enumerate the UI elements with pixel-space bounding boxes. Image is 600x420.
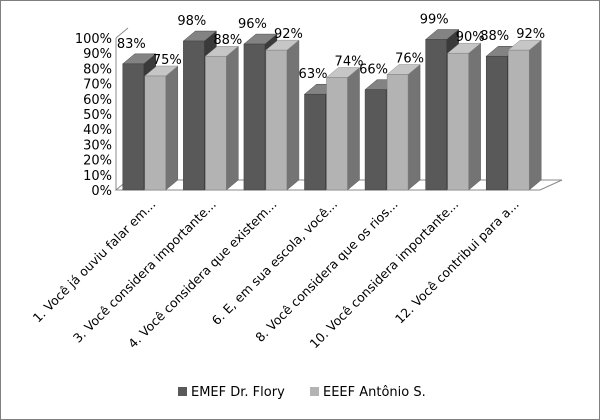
- legend-swatch: [178, 387, 187, 396]
- x-category-label: 1. Você já ouviu falar em...: [30, 197, 159, 326]
- bars: [122, 28, 542, 191]
- bar: [204, 45, 240, 191]
- data-label: 74%: [335, 55, 364, 70]
- y-tick-label: 80%: [83, 62, 112, 77]
- y-tick-label: 40%: [83, 123, 112, 138]
- y-tick-label: 100%: [75, 32, 112, 47]
- data-label: 92%: [516, 27, 545, 42]
- y-tick-label: 10%: [83, 169, 112, 184]
- y-tick-label: 50%: [83, 108, 112, 123]
- data-label: 76%: [395, 51, 424, 66]
- data-label: 96%: [238, 17, 267, 32]
- y-tick-label: 60%: [83, 93, 112, 108]
- bar: [325, 66, 361, 191]
- data-label: 75%: [153, 53, 182, 68]
- legend: EMEF Dr. Flory EEEF Antônio S.: [178, 385, 426, 400]
- y-tick-label: 90%: [83, 47, 112, 62]
- x-category-label: 6. E, em sua escola, você...: [209, 197, 341, 329]
- x-category-label: 12. Você contribui para a...: [392, 197, 522, 327]
- bar: [144, 65, 179, 191]
- axis-depth-line: [115, 27, 129, 39]
- data-label: 83%: [117, 37, 146, 52]
- data-label: 90%: [456, 30, 485, 45]
- data-labels: 83%75%98%88%96%92%63%74%66%76%99%90%88% 9…: [117, 13, 545, 83]
- category-labels: 1. Você já ouviu falar em...3. Você cons…: [30, 197, 522, 352]
- y-tick-label: 20%: [83, 154, 112, 169]
- y-tick-label: 30%: [83, 138, 112, 153]
- bar: [446, 42, 482, 191]
- data-label: 63%: [299, 67, 328, 82]
- y-tick-label: 0%: [91, 184, 112, 199]
- data-label: 88%: [213, 33, 242, 48]
- data-label: 88%: [480, 29, 509, 44]
- bar: [386, 63, 421, 191]
- y-axis-ticks: 0%10%20%30%40%50%60%70%80%90%100%: [75, 32, 112, 199]
- data-label: 92%: [274, 27, 303, 42]
- data-label: 98%: [177, 14, 206, 29]
- y-tick-label: 70%: [83, 78, 112, 93]
- bar: [507, 39, 542, 191]
- data-label: 99%: [420, 13, 449, 28]
- bar: [265, 39, 300, 191]
- legend-swatch: [310, 387, 319, 396]
- legend-label: EEEF Antônio S.: [323, 385, 426, 400]
- legend-label: EMEF Dr. Flory: [191, 385, 285, 400]
- data-label: 66%: [359, 63, 388, 78]
